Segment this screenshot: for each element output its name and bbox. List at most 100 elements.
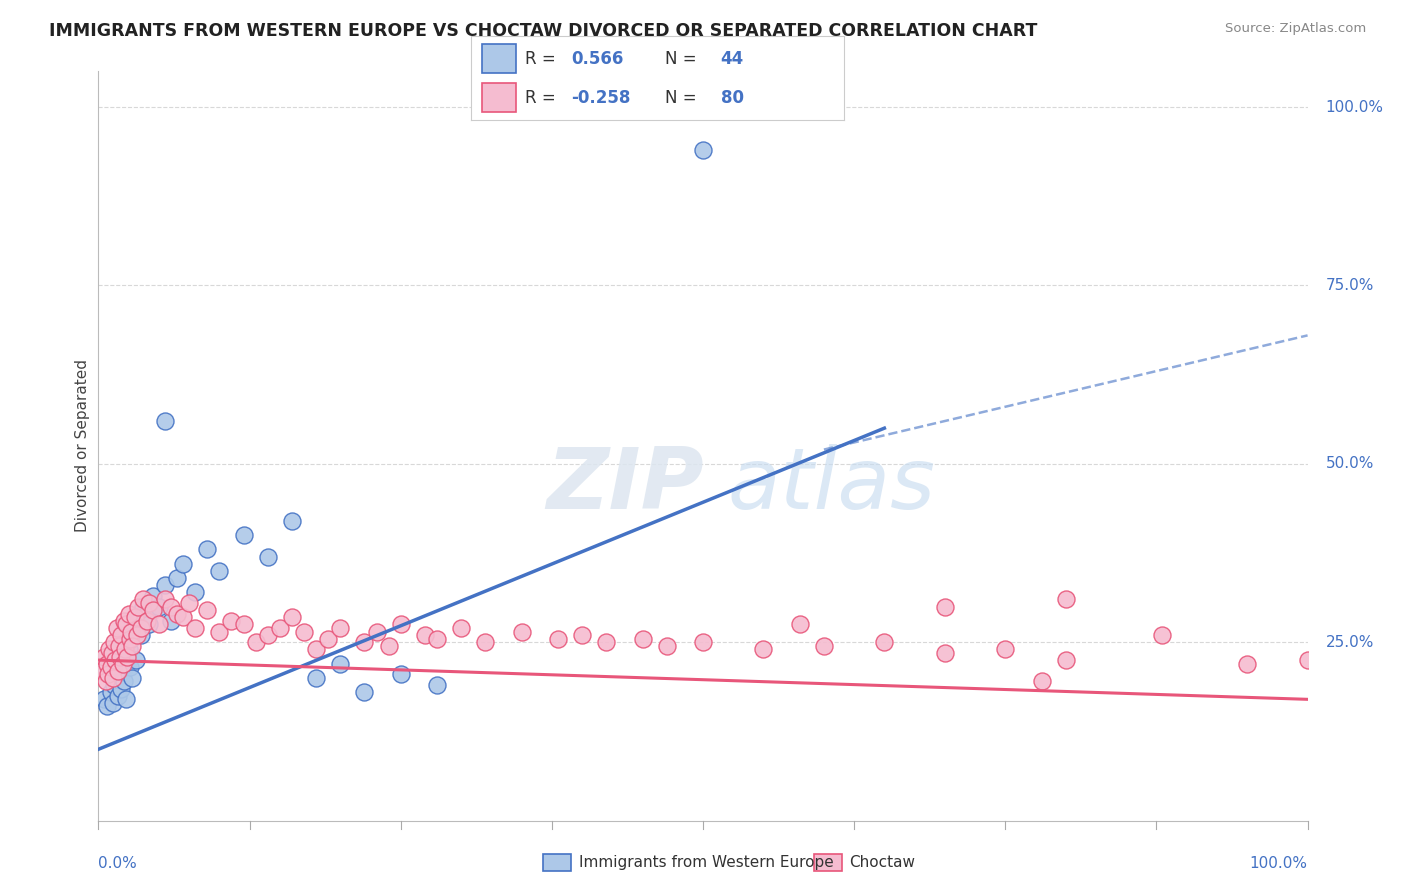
Point xyxy=(269,621,291,635)
Point xyxy=(184,585,207,599)
Point xyxy=(153,592,176,607)
Point xyxy=(1054,592,1077,607)
Point xyxy=(97,667,120,681)
Point xyxy=(148,617,170,632)
Text: Choctaw: Choctaw xyxy=(849,855,915,870)
Point xyxy=(353,685,375,699)
Point xyxy=(692,143,714,157)
Point xyxy=(127,628,149,642)
Point xyxy=(135,607,157,621)
Point xyxy=(93,649,115,664)
Point xyxy=(132,599,155,614)
Text: Immigrants from Western Europe: Immigrants from Western Europe xyxy=(579,855,834,870)
Point xyxy=(153,414,176,428)
Point xyxy=(510,624,533,639)
Point xyxy=(281,610,304,624)
Point xyxy=(105,667,128,681)
Point xyxy=(94,674,117,689)
Point xyxy=(114,642,136,657)
Text: ZIP: ZIP xyxy=(546,443,703,527)
Point xyxy=(124,621,146,635)
Point xyxy=(353,635,375,649)
Point xyxy=(111,664,134,678)
Text: Source: ZipAtlas.com: Source: ZipAtlas.com xyxy=(1226,22,1367,36)
Point xyxy=(166,571,188,585)
Point xyxy=(221,614,243,628)
Point xyxy=(752,642,775,657)
Point xyxy=(127,614,149,628)
Point xyxy=(426,632,449,646)
Text: 75.0%: 75.0% xyxy=(1326,278,1374,293)
Point xyxy=(148,599,170,614)
Point xyxy=(389,617,412,632)
Point xyxy=(114,646,136,660)
Point xyxy=(108,639,131,653)
Text: atlas: atlas xyxy=(727,443,935,527)
Point xyxy=(125,653,148,667)
Point xyxy=(692,635,714,649)
Point xyxy=(172,610,194,624)
Point xyxy=(160,599,183,614)
Text: N =: N = xyxy=(665,50,702,68)
Point xyxy=(142,603,165,617)
Text: 25.0%: 25.0% xyxy=(1326,635,1374,649)
Point xyxy=(121,639,143,653)
Point xyxy=(631,632,654,646)
Point xyxy=(232,528,254,542)
Point xyxy=(184,621,207,635)
Point xyxy=(474,635,496,649)
Point xyxy=(103,635,125,649)
Point xyxy=(132,592,155,607)
Point xyxy=(305,671,328,685)
Point xyxy=(413,628,436,642)
Text: 100.0%: 100.0% xyxy=(1326,100,1384,114)
Point xyxy=(179,596,201,610)
Point xyxy=(1296,653,1319,667)
Point xyxy=(160,614,183,628)
Point xyxy=(101,696,124,710)
Point xyxy=(153,578,176,592)
Point xyxy=(108,649,131,664)
Point xyxy=(789,617,811,632)
FancyBboxPatch shape xyxy=(482,44,516,73)
Point xyxy=(117,649,139,664)
Point xyxy=(1236,657,1258,671)
Point xyxy=(104,653,127,667)
Point xyxy=(121,671,143,685)
Text: R =: R = xyxy=(524,88,561,106)
FancyBboxPatch shape xyxy=(543,854,571,871)
Text: 80: 80 xyxy=(721,88,744,106)
Point xyxy=(110,628,132,642)
FancyBboxPatch shape xyxy=(482,83,516,112)
Point xyxy=(107,664,129,678)
Point xyxy=(111,657,134,671)
Point xyxy=(655,639,678,653)
Text: 44: 44 xyxy=(721,50,744,68)
Point xyxy=(292,624,315,639)
Point xyxy=(129,628,152,642)
Point xyxy=(100,646,122,660)
Text: N =: N = xyxy=(665,88,702,106)
Point xyxy=(120,624,142,639)
Point xyxy=(112,614,135,628)
Point xyxy=(389,667,412,681)
Point xyxy=(256,628,278,642)
Point xyxy=(96,657,118,671)
Point xyxy=(195,603,218,617)
Point xyxy=(120,632,142,646)
Point xyxy=(112,674,135,689)
Point xyxy=(138,617,160,632)
Text: 0.0%: 0.0% xyxy=(98,856,138,871)
Text: 100.0%: 100.0% xyxy=(1250,856,1308,871)
Point xyxy=(208,624,231,639)
Point xyxy=(93,692,115,706)
Point xyxy=(934,646,956,660)
Point xyxy=(127,599,149,614)
Point xyxy=(377,639,399,653)
Point xyxy=(142,589,165,603)
Text: IMMIGRANTS FROM WESTERN EUROPE VS CHOCTAW DIVORCED OR SEPARATED CORRELATION CHAR: IMMIGRANTS FROM WESTERN EUROPE VS CHOCTA… xyxy=(49,22,1038,40)
Text: -0.258: -0.258 xyxy=(572,88,631,106)
Point xyxy=(366,624,388,639)
Point xyxy=(115,617,138,632)
Text: 50.0%: 50.0% xyxy=(1326,457,1374,471)
